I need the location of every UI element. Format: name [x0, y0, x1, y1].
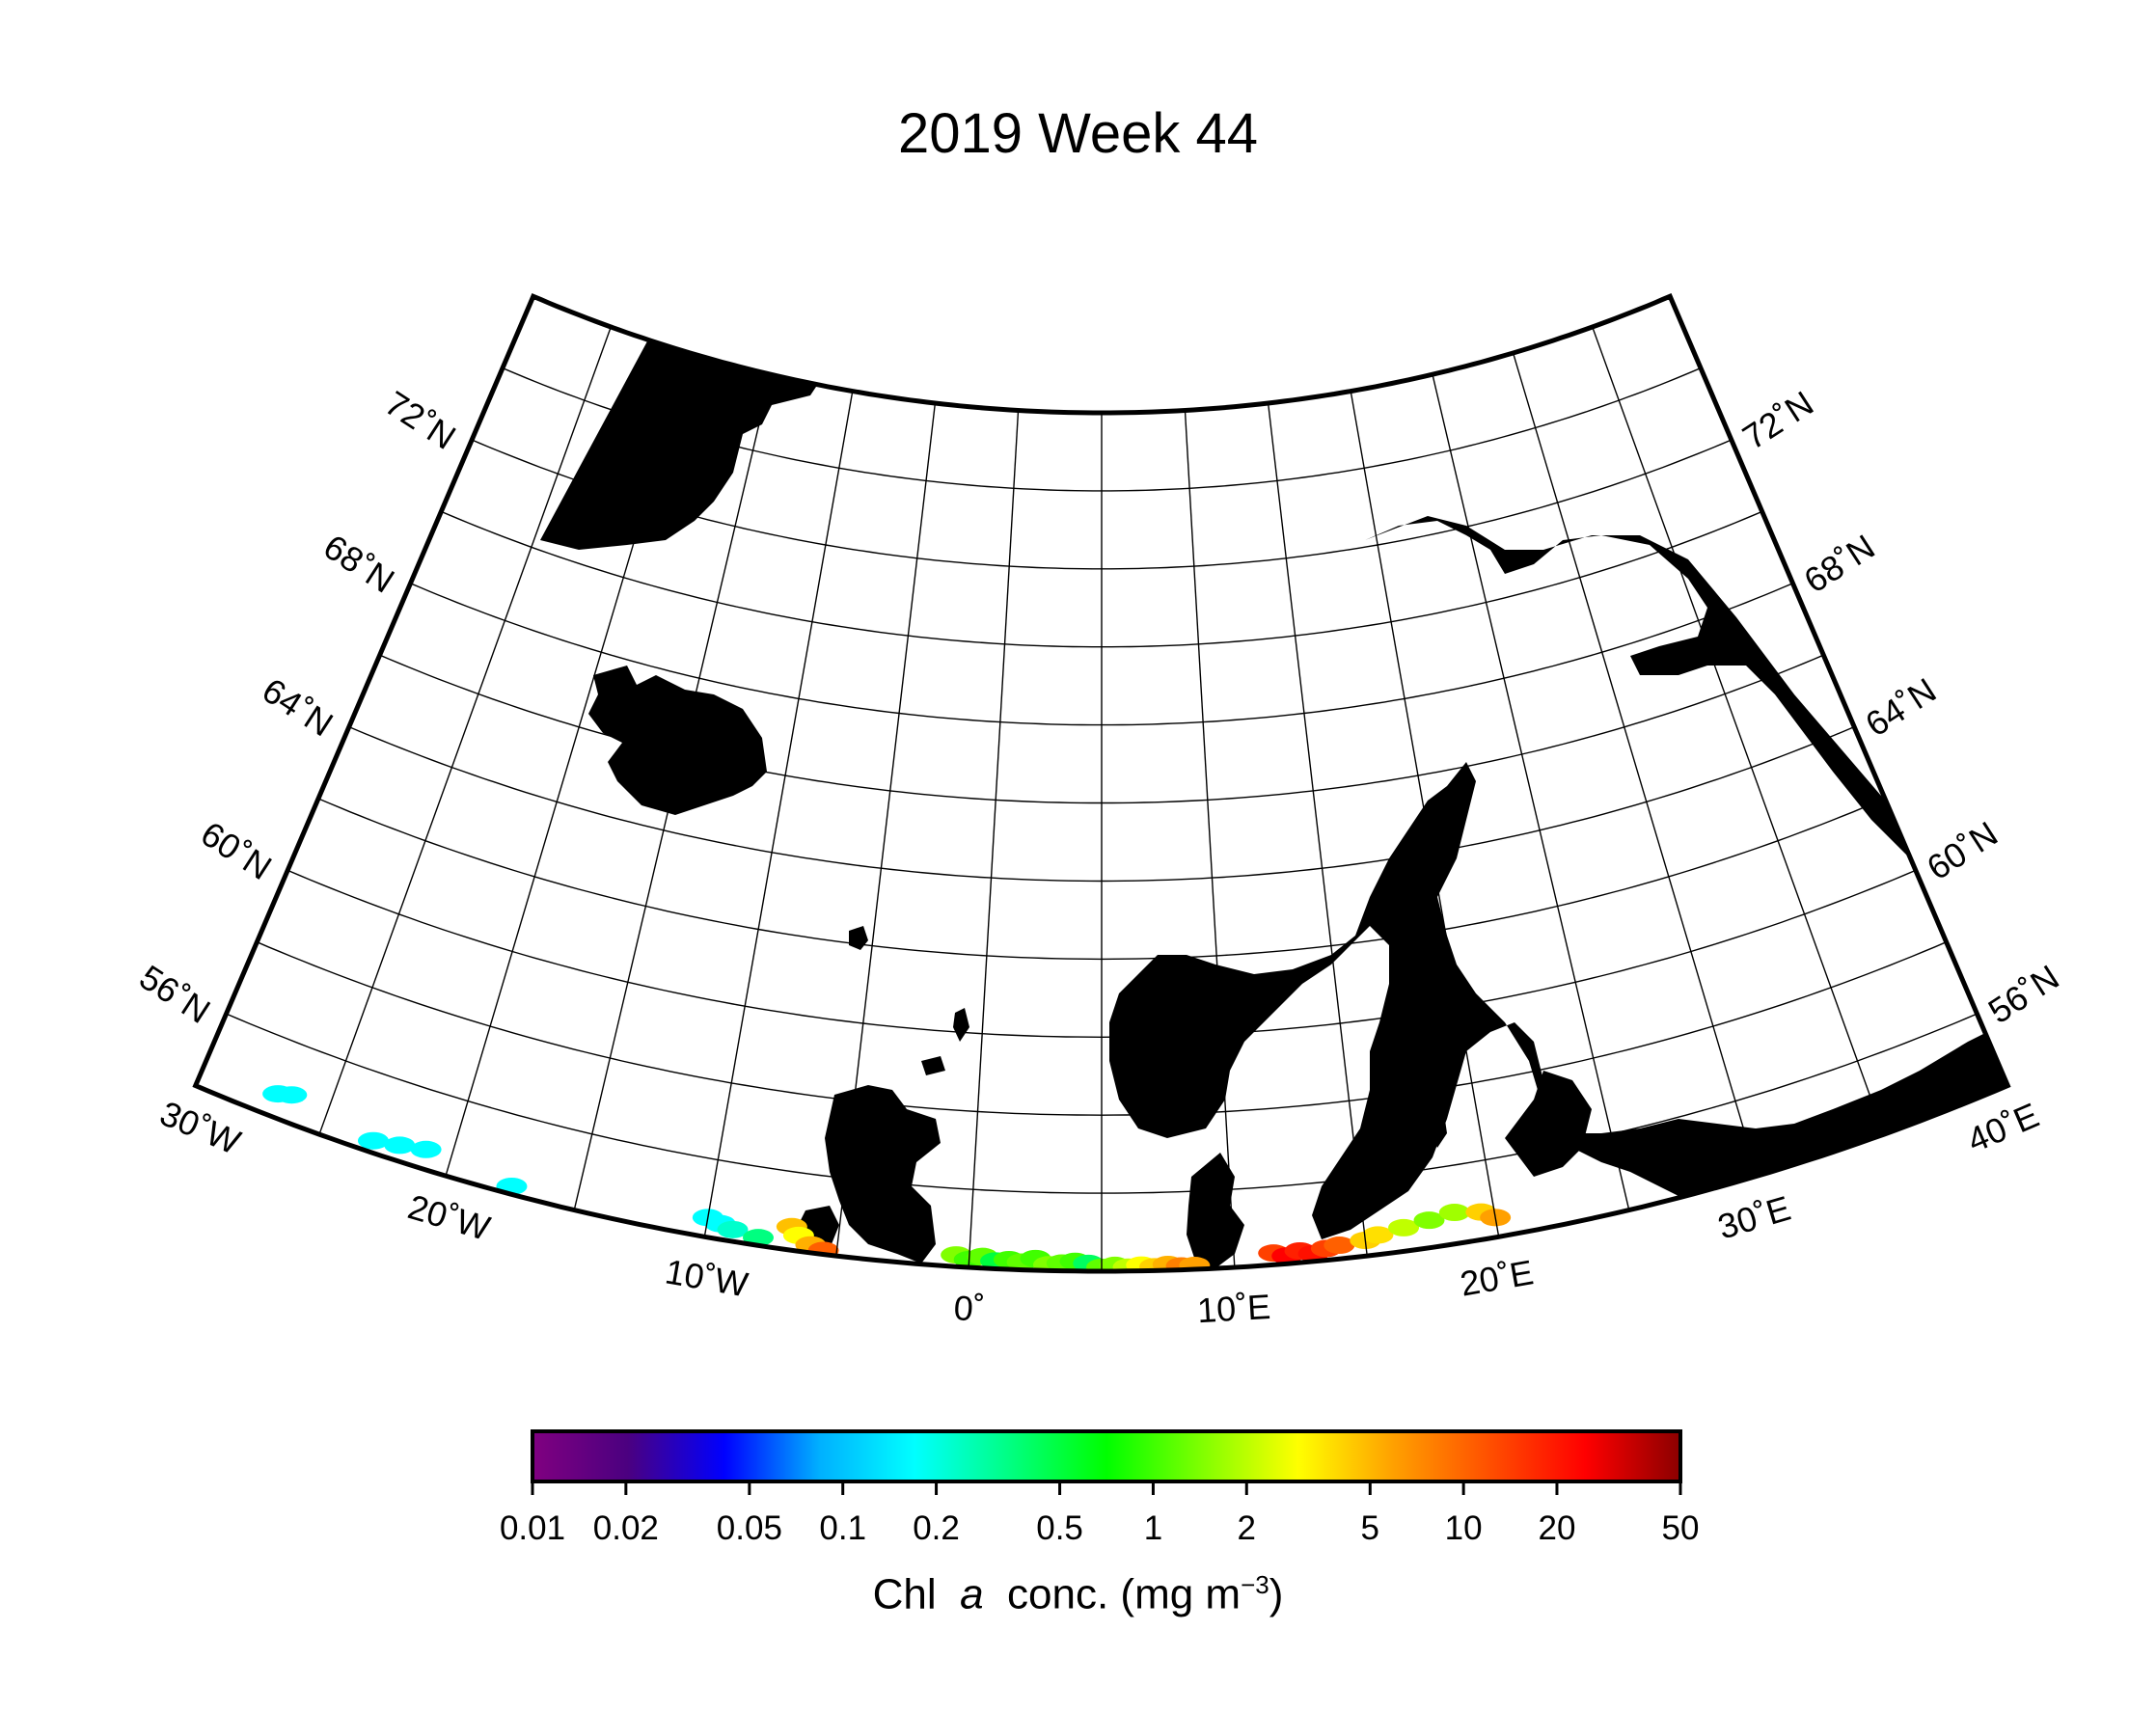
lon-label: 40˚E: [1961, 1095, 2044, 1160]
lat-label-right: 68˚N: [1797, 527, 1882, 601]
colorbar-tick-label: 50: [1662, 1509, 1700, 1547]
colorbar-tick-label: 10: [1445, 1509, 1483, 1547]
colorbar-tick-label: 5: [1361, 1509, 1379, 1547]
meridian-line: [703, 391, 854, 1237]
meridian-line: [573, 374, 772, 1210]
orkney: [921, 1056, 945, 1075]
chl-pixel: [1413, 1211, 1445, 1230]
great-britain: [825, 1085, 941, 1264]
chl-pixel: [1388, 1218, 1420, 1236]
chl-pixel: [276, 1086, 308, 1104]
colorbar-tick-label: 0.2: [913, 1509, 960, 1547]
colorbar: 0.01 0.02 0.05 0.1 0.2 0.5 1 2 5 10 20 50: [500, 1429, 1700, 1547]
faroe-islands: [849, 926, 868, 950]
chl-pixel: [717, 1220, 749, 1238]
map-frame: [192, 293, 2011, 1274]
lat-label-left: 60˚N: [194, 813, 279, 887]
chl-pixel: [357, 1131, 389, 1150]
chl-pixel: [410, 1140, 442, 1158]
colorbar-tick-label: 0.05: [717, 1509, 782, 1547]
colorbar-tick-label: 1: [1144, 1509, 1162, 1547]
baltic-coast: [1505, 1071, 1592, 1177]
chlorophyll-pixels: [262, 1085, 1512, 1271]
shetland: [953, 1008, 969, 1042]
colorbar-title: Chl a conc. (mg m−3): [0, 1570, 2156, 1619]
meridian-line: [445, 352, 692, 1177]
graticule-labels: 72˚N 68˚N 64˚N 60˚N 56˚N 72˚N 68˚N 64˚N 60˚N 56˚N…: [132, 383, 2065, 1330]
greenland: [540, 296, 830, 550]
meridian-line: [1184, 410, 1236, 1268]
chl-pixel: [1362, 1226, 1394, 1244]
meridian-line: [318, 326, 612, 1135]
chl-pixel: [1324, 1236, 1355, 1255]
colorbar-tick-label: 0.01: [500, 1509, 565, 1547]
meridian-line: [1592, 326, 1885, 1135]
lat-label-left: 68˚N: [316, 527, 401, 601]
map-title: 2019 Week 44: [898, 102, 1258, 165]
land-masses: [540, 296, 2008, 1268]
colorbar-label-italic: a: [960, 1570, 984, 1618]
lat-label-right: 72˚N: [1735, 383, 1820, 457]
lat-label-left: 56˚N: [132, 957, 217, 1031]
meridian-line: [1512, 352, 1759, 1177]
lat-label-right: 56˚N: [1981, 957, 2066, 1031]
lon-label: 10˚W: [663, 1251, 751, 1304]
meridian-line: [1432, 374, 1630, 1210]
lat-label-right: 64˚N: [1858, 670, 1943, 745]
chl-pixel: [384, 1136, 416, 1155]
meridian-line: [968, 410, 1020, 1268]
meridian-line: [1350, 391, 1500, 1237]
iceland: [588, 666, 767, 815]
lat-label-left: 72˚N: [378, 383, 463, 457]
colorbar-label-prefix: Chl: [872, 1570, 937, 1618]
colorbar-tick-label: 0.02: [593, 1509, 659, 1547]
lat-label-right: 60˚N: [1920, 813, 2005, 887]
colorbar-label-close: ): [1269, 1570, 1284, 1618]
colorbar-tick-label: 0.5: [1036, 1509, 1083, 1547]
chl-pixel: [1438, 1204, 1470, 1222]
lon-label: 30˚E: [1713, 1188, 1795, 1247]
lat-label-left: 64˚N: [256, 670, 341, 745]
meridian-line: [835, 402, 937, 1257]
graticule-lines: [226, 326, 1978, 1271]
colorbar-tick-label: 2: [1238, 1509, 1256, 1547]
gotland: [1431, 1100, 1447, 1148]
colorbar-gradient: [531, 1429, 1682, 1483]
lon-label: 20˚E: [1458, 1252, 1537, 1303]
lon-label: 20˚W: [404, 1186, 495, 1248]
denmark: [1187, 1153, 1244, 1268]
colorbar-label-suffix: conc. (mg m: [1007, 1570, 1242, 1618]
colorbar-tick-label: 20: [1539, 1509, 1576, 1547]
meridian-line: [1267, 402, 1368, 1257]
colorbar-tick-label: 0.1: [819, 1509, 866, 1547]
colorbar-label-sup: −3: [1241, 1570, 1269, 1599]
lon-label: 0˚: [953, 1288, 986, 1329]
lon-label: 10˚E: [1196, 1287, 1271, 1330]
